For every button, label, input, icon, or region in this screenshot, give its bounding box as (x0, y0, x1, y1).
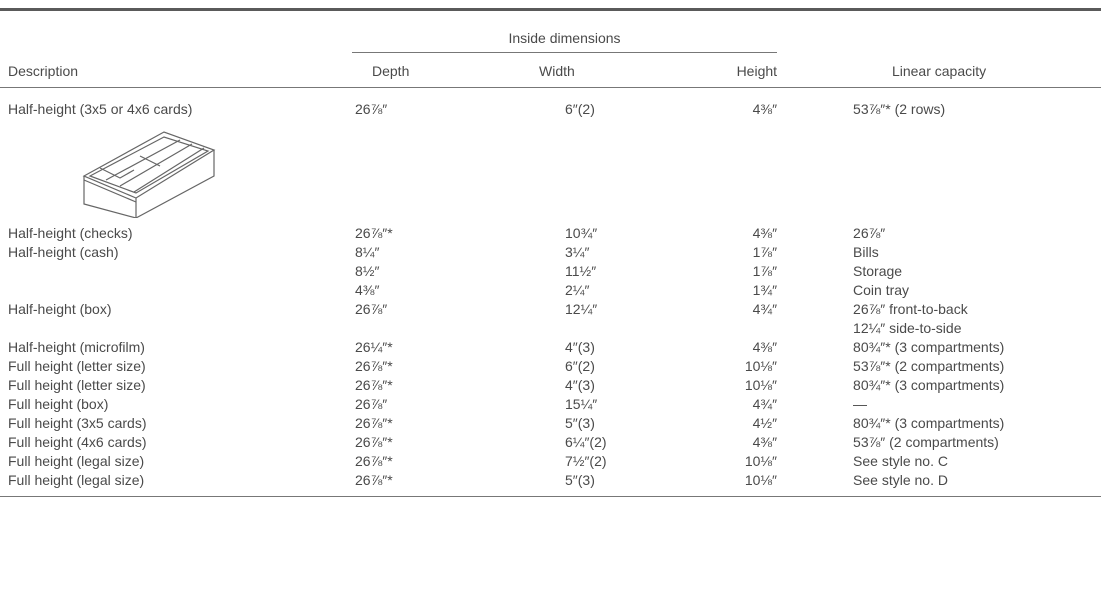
table-cell: 7½″(2) (565, 452, 607, 469)
column-header-row: Description Depth Width Height Linear capaci… (0, 52, 1101, 88)
table-cell: 26⅞″* (355, 433, 393, 450)
table-row: Full height (box) 26⅞″ 15¼″ 4¾″ — (0, 395, 1101, 414)
table-cell: 26¼″* (355, 338, 393, 355)
table-cell: 26⅞″ (355, 100, 388, 117)
cell-line: 11½″ (565, 262, 597, 279)
cell-line: 1¾″ (752, 281, 778, 298)
table-row: Full height (legal size) 26⅞″* 7½″(2) 10⅛″ S… (0, 452, 1101, 471)
table-cell: 26⅞″ (853, 224, 886, 241)
table-row: Full height (4x6 cards) 26⅞″* 6¼″(2) 4⅜″ 53⅞… (0, 433, 1101, 452)
table-cell: 4¾″ (752, 300, 778, 317)
table-cell: Full height (letter size) (8, 357, 146, 374)
table-cell: 53⅞″* (2 rows) (853, 100, 946, 117)
cell-line: 12¼″ side-to-side (853, 319, 962, 336)
table-cell: 26⅞″* (355, 357, 393, 374)
table-cell: 26⅞″* (355, 452, 393, 469)
table-cell: 26⅞″ (355, 300, 388, 317)
table-body: Half-height (3x5 or 4x6 cards) 26⅞″ 6″(2) 4… (0, 87, 1101, 496)
group-header-row: Inside dimensions (0, 9, 1101, 53)
table-cell: 8¼″ 8½″ 4⅜″ (352, 243, 557, 300)
dimension-table: Inside dimensions Description Depth Width H… (0, 8, 1101, 497)
cell-line: Bills (853, 243, 879, 260)
table-cell: 10⅛″ (744, 471, 778, 488)
table-cell: 4⅜″ (752, 433, 778, 450)
table-cell: 26⅞″* (355, 376, 393, 393)
table-cell: 4″(3) (565, 376, 595, 393)
table-cell: Bills Storage Coin tray (777, 243, 1101, 300)
cell-line: 8½″ (355, 262, 380, 279)
table-cell: Full height (4x6 cards) (8, 433, 147, 450)
table-cell: 4⅜″ (752, 224, 778, 241)
table-cell: 4¾″ (752, 395, 778, 412)
table-cell: 6″(2) (565, 100, 595, 117)
table-cell: 80¾″* (3 compartments) (853, 414, 1005, 431)
cell-line: 4⅜″ (355, 281, 380, 298)
drawer-illustration (82, 131, 216, 218)
table-cell: See style no. D (853, 471, 948, 488)
table-cell: See style no. C (853, 452, 948, 469)
table-cell: — (853, 395, 868, 412)
table-cell: 12¼″ (565, 300, 598, 317)
table-cell: 10⅛″ (744, 376, 778, 393)
table-cell: 4⅜″ (752, 100, 778, 117)
cell-line: 1⅞″ (752, 262, 778, 279)
table-cell: Half-height (checks) (8, 224, 133, 241)
table-row: Half-height (microfilm) 26¼″* 4″(3) 4⅜″ 80¾″… (0, 338, 1101, 357)
table-row: Full height (3x5 cards) 26⅞″* 5″(3) 4½″ 80¾″… (0, 414, 1101, 433)
table-cell: 15¼″ (565, 395, 598, 412)
column-header: Linear capacity (777, 52, 1101, 88)
column-header: Depth (352, 52, 557, 88)
column-header: Height (707, 52, 778, 88)
column-header: Width (539, 52, 689, 88)
table-cell: 4½″ (752, 414, 778, 431)
cell-line: Storage (853, 262, 903, 279)
table-cell: 26⅞″ front-to-back 12¼″ side-to-side (777, 300, 1101, 338)
table-cell: 5″(3) (565, 471, 595, 488)
table-cell: Half-height (3x5 or 4x6 cards) (8, 100, 193, 117)
column-header: Description (0, 52, 352, 88)
cell-line: 3¼″ (565, 243, 590, 260)
table-cell: 10¾″ (565, 224, 598, 241)
table-cell: 10⅛″ (744, 357, 778, 374)
table-row: Full height (letter size) 26⅞″* 6″(2) 10⅛″ 5… (0, 357, 1101, 376)
table-row: Full height (letter size) 26⅞″* 4″(3) 10⅛″ 8… (0, 376, 1101, 395)
table-row: Half-height (checks) 26⅞″* 10¾″ 4⅜″ 26⅞″ (0, 224, 1101, 243)
table-cell: Half-height (cash) (8, 243, 119, 260)
table-cell: 26⅞″* (355, 414, 393, 431)
table-row: Full height (legal size) 26⅞″* 5″(3) 10⅛″ Se… (0, 471, 1101, 497)
table-row: Half-height (3x5 or 4x6 cards) 26⅞″ 6″(2) 4… (0, 87, 1101, 224)
table-cell: 1⅞″ 1⅞″ 1¾″ (707, 243, 777, 300)
table-cell: Half-height (microfilm) (8, 338, 145, 355)
table-cell: Full height (box) (8, 395, 109, 412)
table-cell: 5″(3) (565, 414, 595, 431)
table-cell: Full height (letter size) (8, 376, 146, 393)
table-cell: Full height (3x5 cards) (8, 414, 147, 431)
cell-line: 2¼″ (565, 281, 590, 298)
table-cell: 26⅞″ (355, 395, 388, 412)
table-cell: 4″(3) (565, 338, 595, 355)
table-cell: 6″(2) (565, 357, 595, 374)
table-cell: 80¾″* (3 compartments) (853, 376, 1005, 393)
group-header: Inside dimensions (352, 9, 778, 53)
cell-line: 26⅞″ front-to-back (853, 300, 968, 317)
table-cell: 3¼″ 11½″ 2¼″ (557, 243, 707, 300)
table-row: Half-height (box) 26⅞″ 12¼″ 4¾″ 26⅞″ front-t… (0, 300, 1101, 338)
table-cell: 4⅜″ (752, 338, 778, 355)
table-cell: 6¼″(2) (565, 433, 607, 450)
table-cell: 26⅞″* (355, 224, 393, 241)
table-cell: Full height (legal size) (8, 452, 145, 469)
table-cell: 80¾″* (3 compartments) (853, 338, 1005, 355)
cell-line: Coin tray (853, 281, 910, 298)
cell-line: 8¼″ (355, 243, 380, 260)
table-cell: 10⅛″ (744, 452, 778, 469)
table-row: Half-height (cash) 8¼″ 8½″ 4⅜″ 3¼″ 11½″ 2¼″ 1⅞″… (0, 243, 1101, 300)
table-cell: Full height (legal size) (8, 471, 145, 488)
table-cell: 53⅞″* (2 compartments) (853, 357, 1005, 374)
table-cell: 26⅞″* (355, 471, 393, 488)
table-cell: 53⅞″ (2 compartments) (853, 433, 999, 450)
table-cell: Half-height (box) (8, 300, 112, 317)
cell-line: 1⅞″ (752, 243, 778, 260)
